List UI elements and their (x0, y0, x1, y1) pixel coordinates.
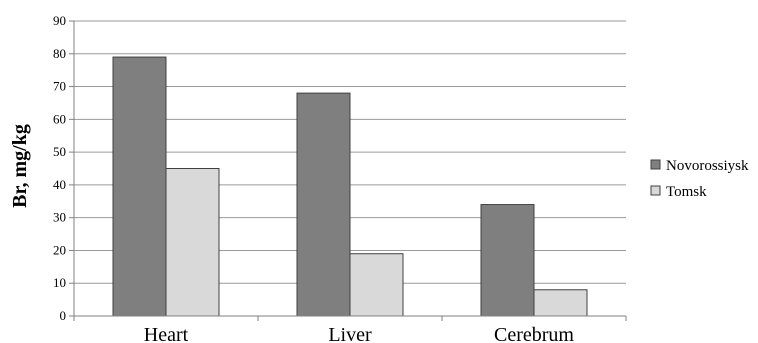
legend-swatch (650, 159, 661, 170)
y-tick-label: 50 (53, 144, 66, 159)
x-category-label: Heart (144, 324, 189, 343)
legend: Novorossiysk Tomsk (650, 158, 749, 200)
y-tick-label: 80 (53, 46, 66, 61)
y-tick-label: 70 (53, 79, 66, 94)
legend-swatch (650, 185, 661, 196)
x-category-label: Cerebrum (494, 324, 574, 343)
bar (533, 289, 588, 317)
bar (480, 204, 535, 317)
legend-entry-label: Novorossiysk (666, 158, 749, 174)
bar (112, 56, 167, 317)
y-tick-label: 10 (53, 275, 66, 290)
y-tick-label: 60 (53, 111, 66, 126)
y-axis-label: Br, mg/kg (9, 124, 31, 208)
x-axis (73, 21, 627, 321)
y-tick-label: 40 (53, 177, 66, 192)
x-category-label: Liver (328, 324, 372, 343)
y-tick-label: 0 (60, 308, 67, 323)
y-tick-label: 30 (53, 210, 66, 225)
y-tick-label: 20 (53, 242, 66, 257)
bar (296, 92, 351, 317)
legend-entry-label: Tomsk (666, 184, 707, 200)
y-axis-ticks: 0 10 20 30 40 50 60 70 80 90 (53, 13, 74, 323)
bar (165, 168, 220, 317)
x-axis-categories: Heart Liver Cerebrum (144, 324, 575, 343)
bars (112, 56, 588, 317)
y-tick-label: 90 (53, 13, 66, 28)
bar (349, 253, 404, 317)
